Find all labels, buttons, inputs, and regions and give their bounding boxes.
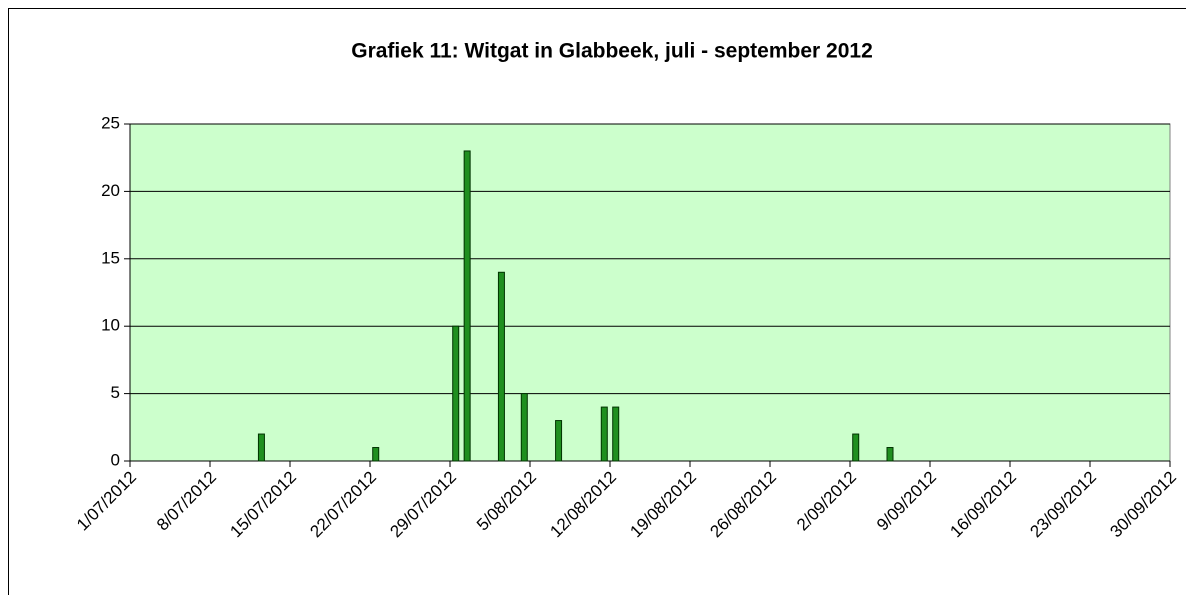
- bar: [257, 433, 265, 462]
- bar: [852, 433, 860, 462]
- bar: [372, 447, 380, 462]
- y-tick-label: 15: [101, 248, 120, 267]
- bar: [463, 150, 471, 462]
- bar: [555, 420, 563, 462]
- chart-title: Grafiek 11: Witgat in Glabbeek, juli - s…: [351, 40, 873, 63]
- plot-area: [129, 123, 1171, 462]
- y-tick-label: 0: [111, 450, 120, 469]
- bar: [452, 325, 460, 462]
- y-tick-label: 20: [101, 181, 120, 200]
- y-tick-label: 5: [111, 383, 120, 402]
- bar: [600, 406, 608, 462]
- y-tick-label: 25: [101, 113, 120, 132]
- bar: [497, 271, 505, 462]
- bar: [612, 406, 620, 462]
- y-tick-label: 10: [101, 316, 120, 335]
- bar: [886, 447, 894, 462]
- bar: [520, 393, 528, 462]
